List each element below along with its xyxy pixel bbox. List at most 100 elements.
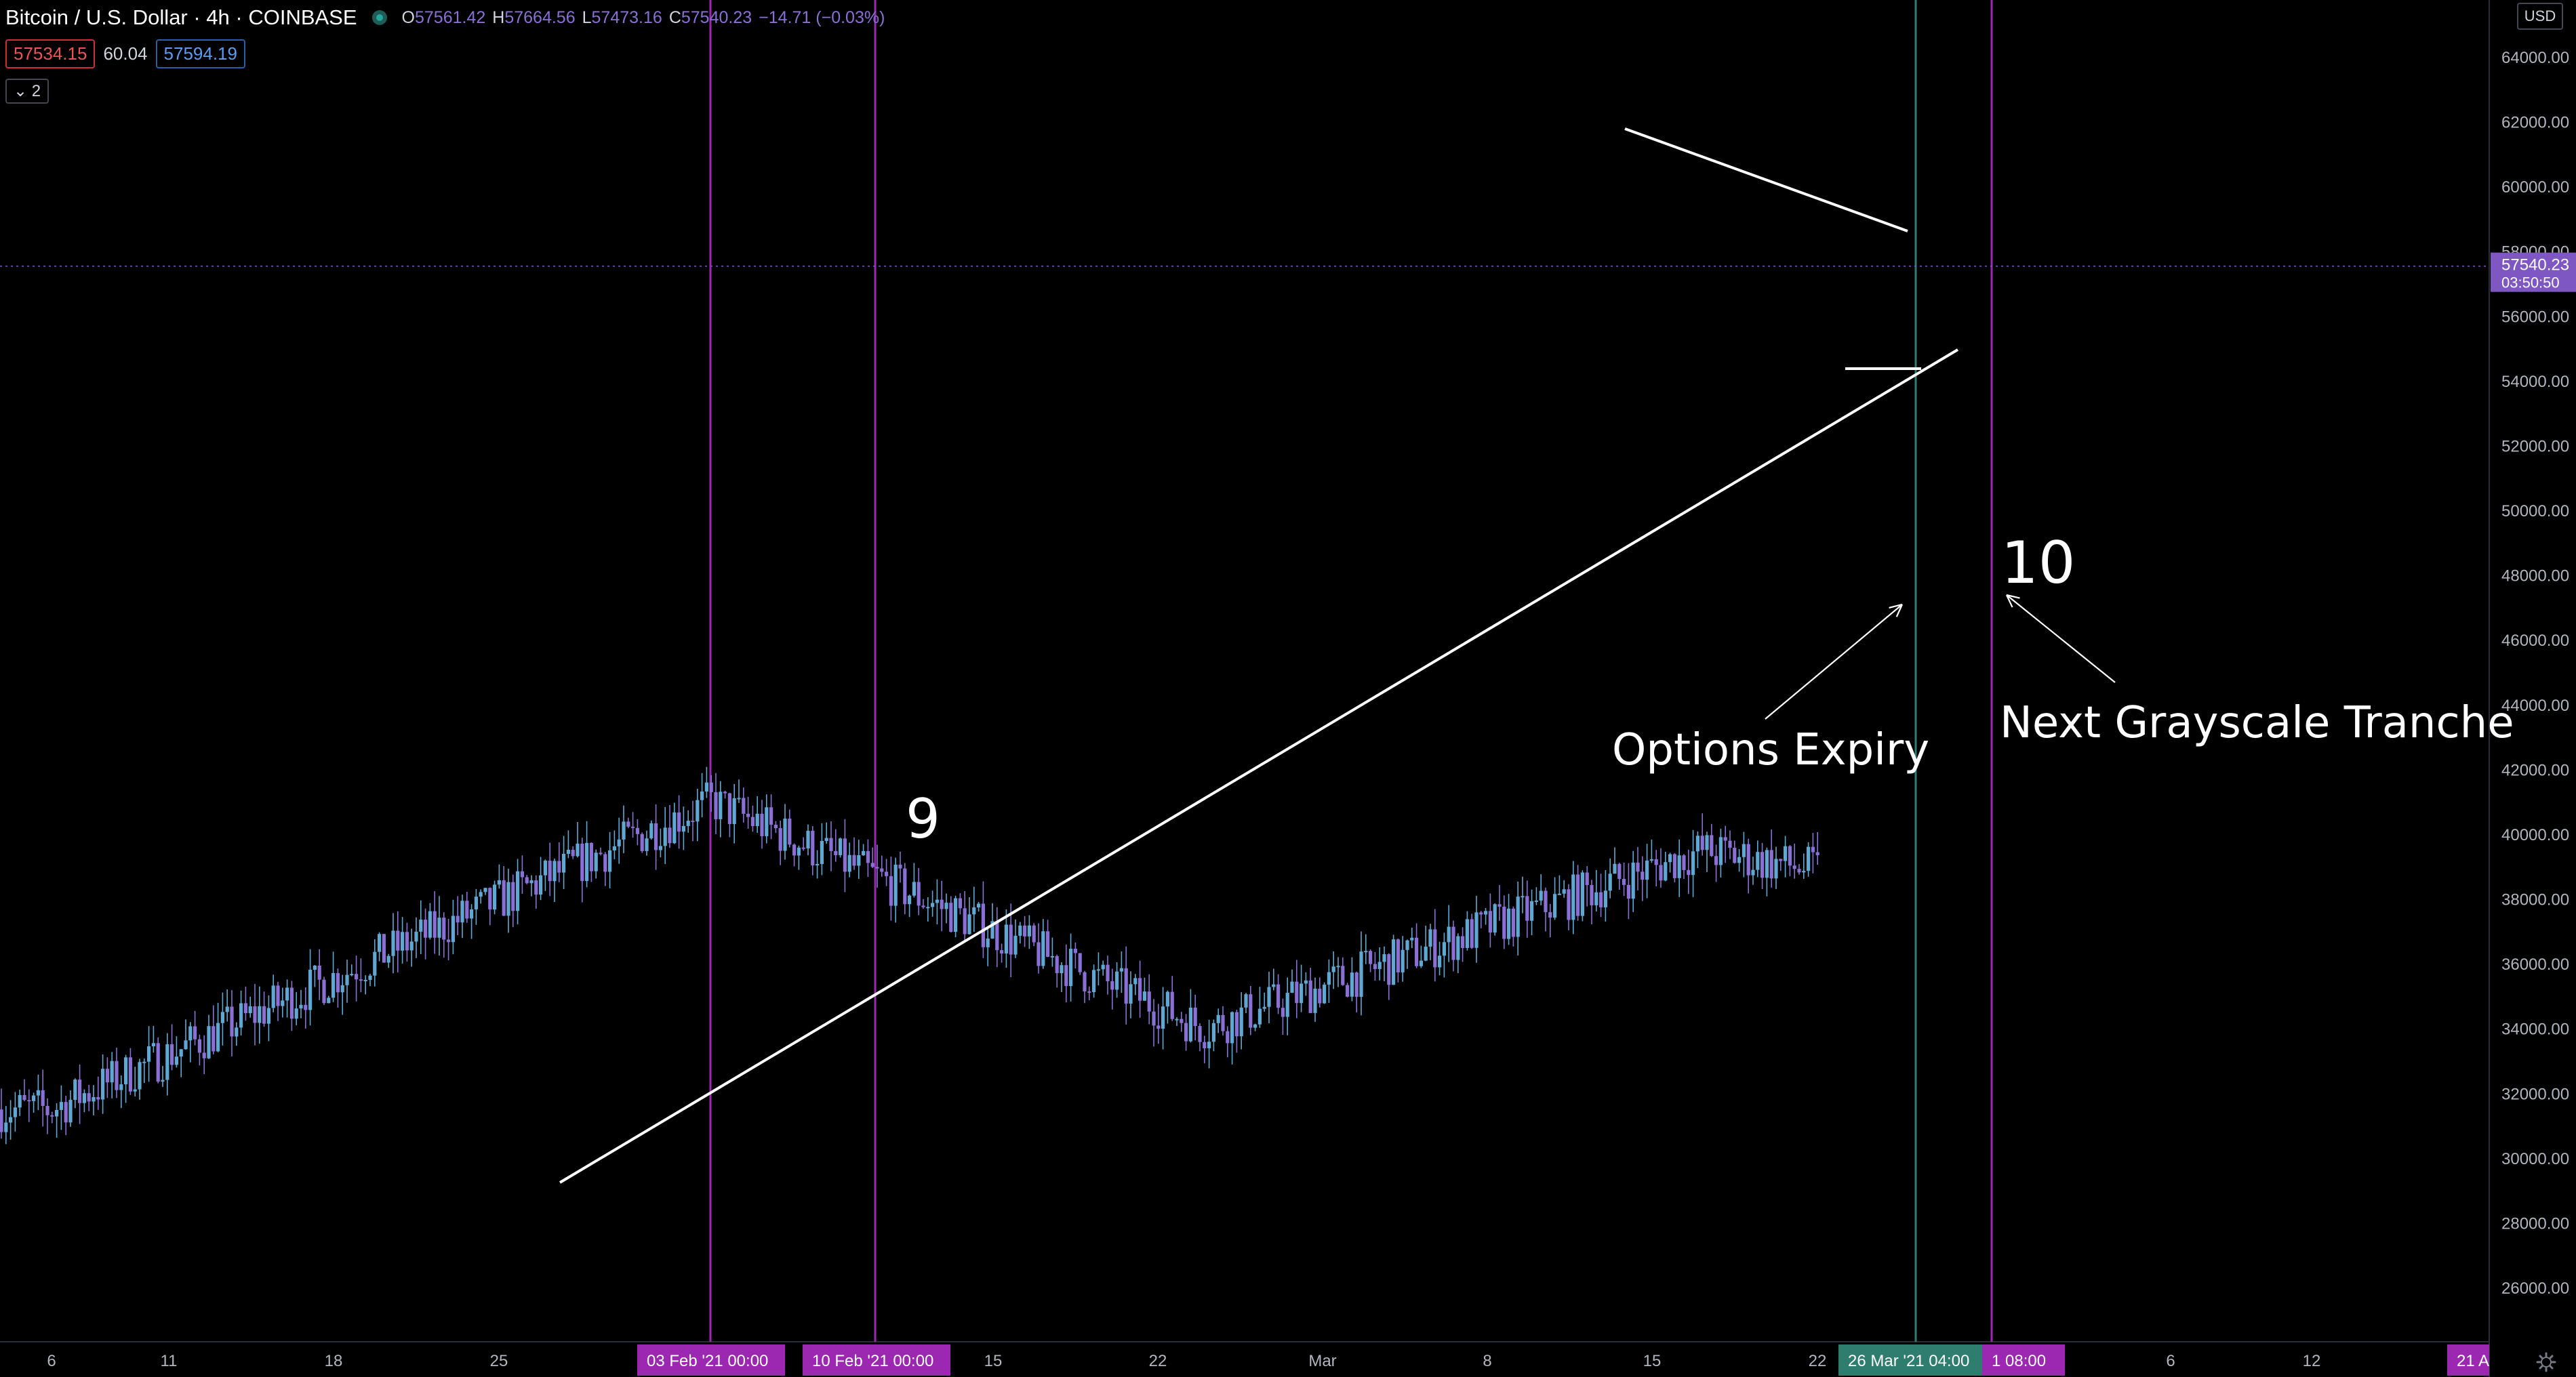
candle-body bbox=[161, 1080, 165, 1082]
candle-body bbox=[1152, 1011, 1156, 1026]
price-tick-label: 64000.00 bbox=[2501, 49, 2569, 67]
candle-body bbox=[197, 1039, 201, 1053]
candle-body bbox=[1585, 872, 1589, 886]
candle bbox=[1115, 962, 1119, 998]
candle bbox=[1456, 933, 1460, 974]
candle bbox=[839, 838, 843, 858]
candle-body bbox=[1682, 855, 1686, 870]
candle bbox=[13, 1092, 17, 1132]
candle bbox=[340, 974, 344, 1015]
candle-body bbox=[1308, 980, 1312, 1013]
candle bbox=[1617, 863, 1622, 890]
candle-body bbox=[1267, 987, 1271, 1007]
candle-body bbox=[1041, 931, 1045, 966]
candle-body bbox=[1792, 865, 1796, 869]
candle bbox=[981, 881, 985, 958]
candle bbox=[727, 792, 731, 838]
candle-body bbox=[1603, 890, 1607, 907]
candle-body bbox=[599, 852, 603, 855]
candle-body bbox=[686, 821, 690, 826]
candle bbox=[1341, 957, 1345, 986]
candle bbox=[1262, 992, 1266, 1012]
time-tick-label: 8 bbox=[1483, 1352, 1491, 1370]
options-expiry-text: Options Expiry bbox=[1612, 725, 1929, 775]
candle bbox=[1567, 884, 1571, 930]
candle-body bbox=[631, 826, 635, 828]
candle bbox=[220, 992, 224, 1046]
candle-body bbox=[511, 882, 515, 911]
candle bbox=[520, 855, 524, 894]
candle bbox=[1664, 851, 1668, 882]
settings-gear-icon[interactable] bbox=[2535, 1351, 2557, 1373]
candle-body bbox=[1129, 984, 1133, 1004]
candle bbox=[1188, 989, 1192, 1043]
candle bbox=[562, 836, 566, 889]
candle-body bbox=[972, 907, 976, 915]
currency-button[interactable]: USD bbox=[2517, 3, 2563, 30]
candle bbox=[128, 1048, 132, 1095]
candle-body bbox=[1659, 865, 1663, 881]
candle bbox=[1346, 983, 1350, 998]
candle bbox=[1488, 893, 1492, 948]
candle-body bbox=[483, 888, 487, 892]
candle bbox=[345, 960, 349, 1003]
candle bbox=[834, 829, 838, 862]
candle-body bbox=[1101, 964, 1105, 970]
candle bbox=[1230, 1011, 1234, 1065]
candle-body bbox=[1470, 919, 1474, 948]
candle bbox=[1276, 974, 1281, 1014]
candle bbox=[1645, 844, 1649, 899]
candle-body bbox=[235, 1027, 239, 1037]
candle bbox=[1392, 934, 1396, 985]
candle bbox=[626, 817, 630, 829]
candle-body bbox=[1807, 846, 1811, 871]
candle bbox=[1769, 829, 1773, 888]
candle bbox=[668, 805, 672, 848]
candle-body bbox=[0, 1109, 3, 1132]
candle bbox=[631, 812, 635, 838]
buy-price-button[interactable]: 57594.19 bbox=[155, 39, 245, 68]
candle-body bbox=[885, 871, 889, 876]
candle-body bbox=[926, 907, 930, 909]
candle bbox=[1695, 831, 1699, 868]
price-tick-label: 54000.00 bbox=[2501, 373, 2569, 391]
candle bbox=[1797, 864, 1801, 875]
candle-body bbox=[1096, 969, 1100, 971]
candle-body bbox=[239, 1003, 243, 1028]
candle-body bbox=[792, 844, 797, 856]
candle-body bbox=[548, 861, 552, 882]
candle-body bbox=[1622, 878, 1626, 885]
indicator-toggle-button[interactable]: ⌄ 2 bbox=[5, 79, 49, 104]
candle bbox=[1165, 990, 1169, 1024]
candle-body bbox=[1023, 925, 1027, 937]
candle bbox=[502, 865, 506, 916]
price-tick-label: 62000.00 bbox=[2501, 114, 2569, 132]
candle-body bbox=[1244, 994, 1248, 1008]
time-tag-label: 26 Mar '21 04:00 bbox=[1848, 1352, 1969, 1370]
candle-body bbox=[1138, 978, 1142, 1001]
candle bbox=[880, 855, 884, 877]
candle bbox=[1751, 857, 1755, 885]
candle bbox=[843, 819, 847, 892]
candle bbox=[1244, 993, 1248, 1013]
sell-price-button[interactable]: 57534.15 bbox=[5, 39, 96, 68]
candle-body bbox=[59, 1102, 63, 1110]
candle-body bbox=[271, 985, 275, 1008]
candle-body bbox=[967, 914, 971, 934]
candle bbox=[96, 1076, 100, 1110]
candle bbox=[1373, 951, 1377, 981]
candle bbox=[424, 908, 428, 960]
candle-body bbox=[857, 855, 861, 866]
candle-body bbox=[1723, 837, 1727, 841]
candle-body bbox=[1092, 970, 1096, 993]
price-tick-label: 30000.00 bbox=[2501, 1150, 2569, 1168]
time-tick-label: 15 bbox=[984, 1352, 1003, 1370]
candle bbox=[714, 773, 718, 834]
candle-body bbox=[898, 864, 902, 869]
candle bbox=[1636, 846, 1640, 891]
candle-body bbox=[954, 898, 958, 932]
candle bbox=[1211, 1019, 1215, 1052]
symbol-title[interactable]: Bitcoin / U.S. Dollar · 4h · COINBASE bbox=[5, 5, 357, 29]
